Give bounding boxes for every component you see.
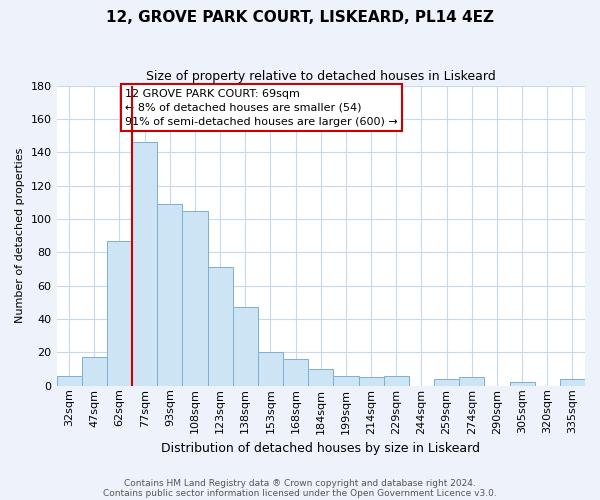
Bar — [434, 379, 459, 386]
Bar — [233, 308, 258, 386]
Bar — [383, 376, 409, 386]
X-axis label: Distribution of detached houses by size in Liskeard: Distribution of detached houses by size … — [161, 442, 480, 455]
Bar — [560, 379, 585, 386]
Bar — [258, 352, 283, 386]
Bar — [182, 210, 208, 386]
Bar — [283, 359, 308, 386]
Bar — [157, 204, 182, 386]
Bar — [56, 376, 82, 386]
Text: Contains public sector information licensed under the Open Government Licence v3: Contains public sector information licen… — [103, 488, 497, 498]
Bar — [308, 369, 334, 386]
Text: 12 GROVE PARK COURT: 69sqm
← 8% of detached houses are smaller (54)
91% of semi-: 12 GROVE PARK COURT: 69sqm ← 8% of detac… — [125, 88, 398, 126]
Text: Contains HM Land Registry data ® Crown copyright and database right 2024.: Contains HM Land Registry data ® Crown c… — [124, 478, 476, 488]
Bar — [107, 240, 132, 386]
Bar — [334, 376, 359, 386]
Bar — [509, 382, 535, 386]
Bar — [208, 268, 233, 386]
Text: 12, GROVE PARK COURT, LISKEARD, PL14 4EZ: 12, GROVE PARK COURT, LISKEARD, PL14 4EZ — [106, 10, 494, 25]
Bar — [459, 378, 484, 386]
Title: Size of property relative to detached houses in Liskeard: Size of property relative to detached ho… — [146, 70, 496, 83]
Bar — [82, 358, 107, 386]
Bar — [359, 378, 383, 386]
Bar — [132, 142, 157, 386]
Y-axis label: Number of detached properties: Number of detached properties — [15, 148, 25, 324]
